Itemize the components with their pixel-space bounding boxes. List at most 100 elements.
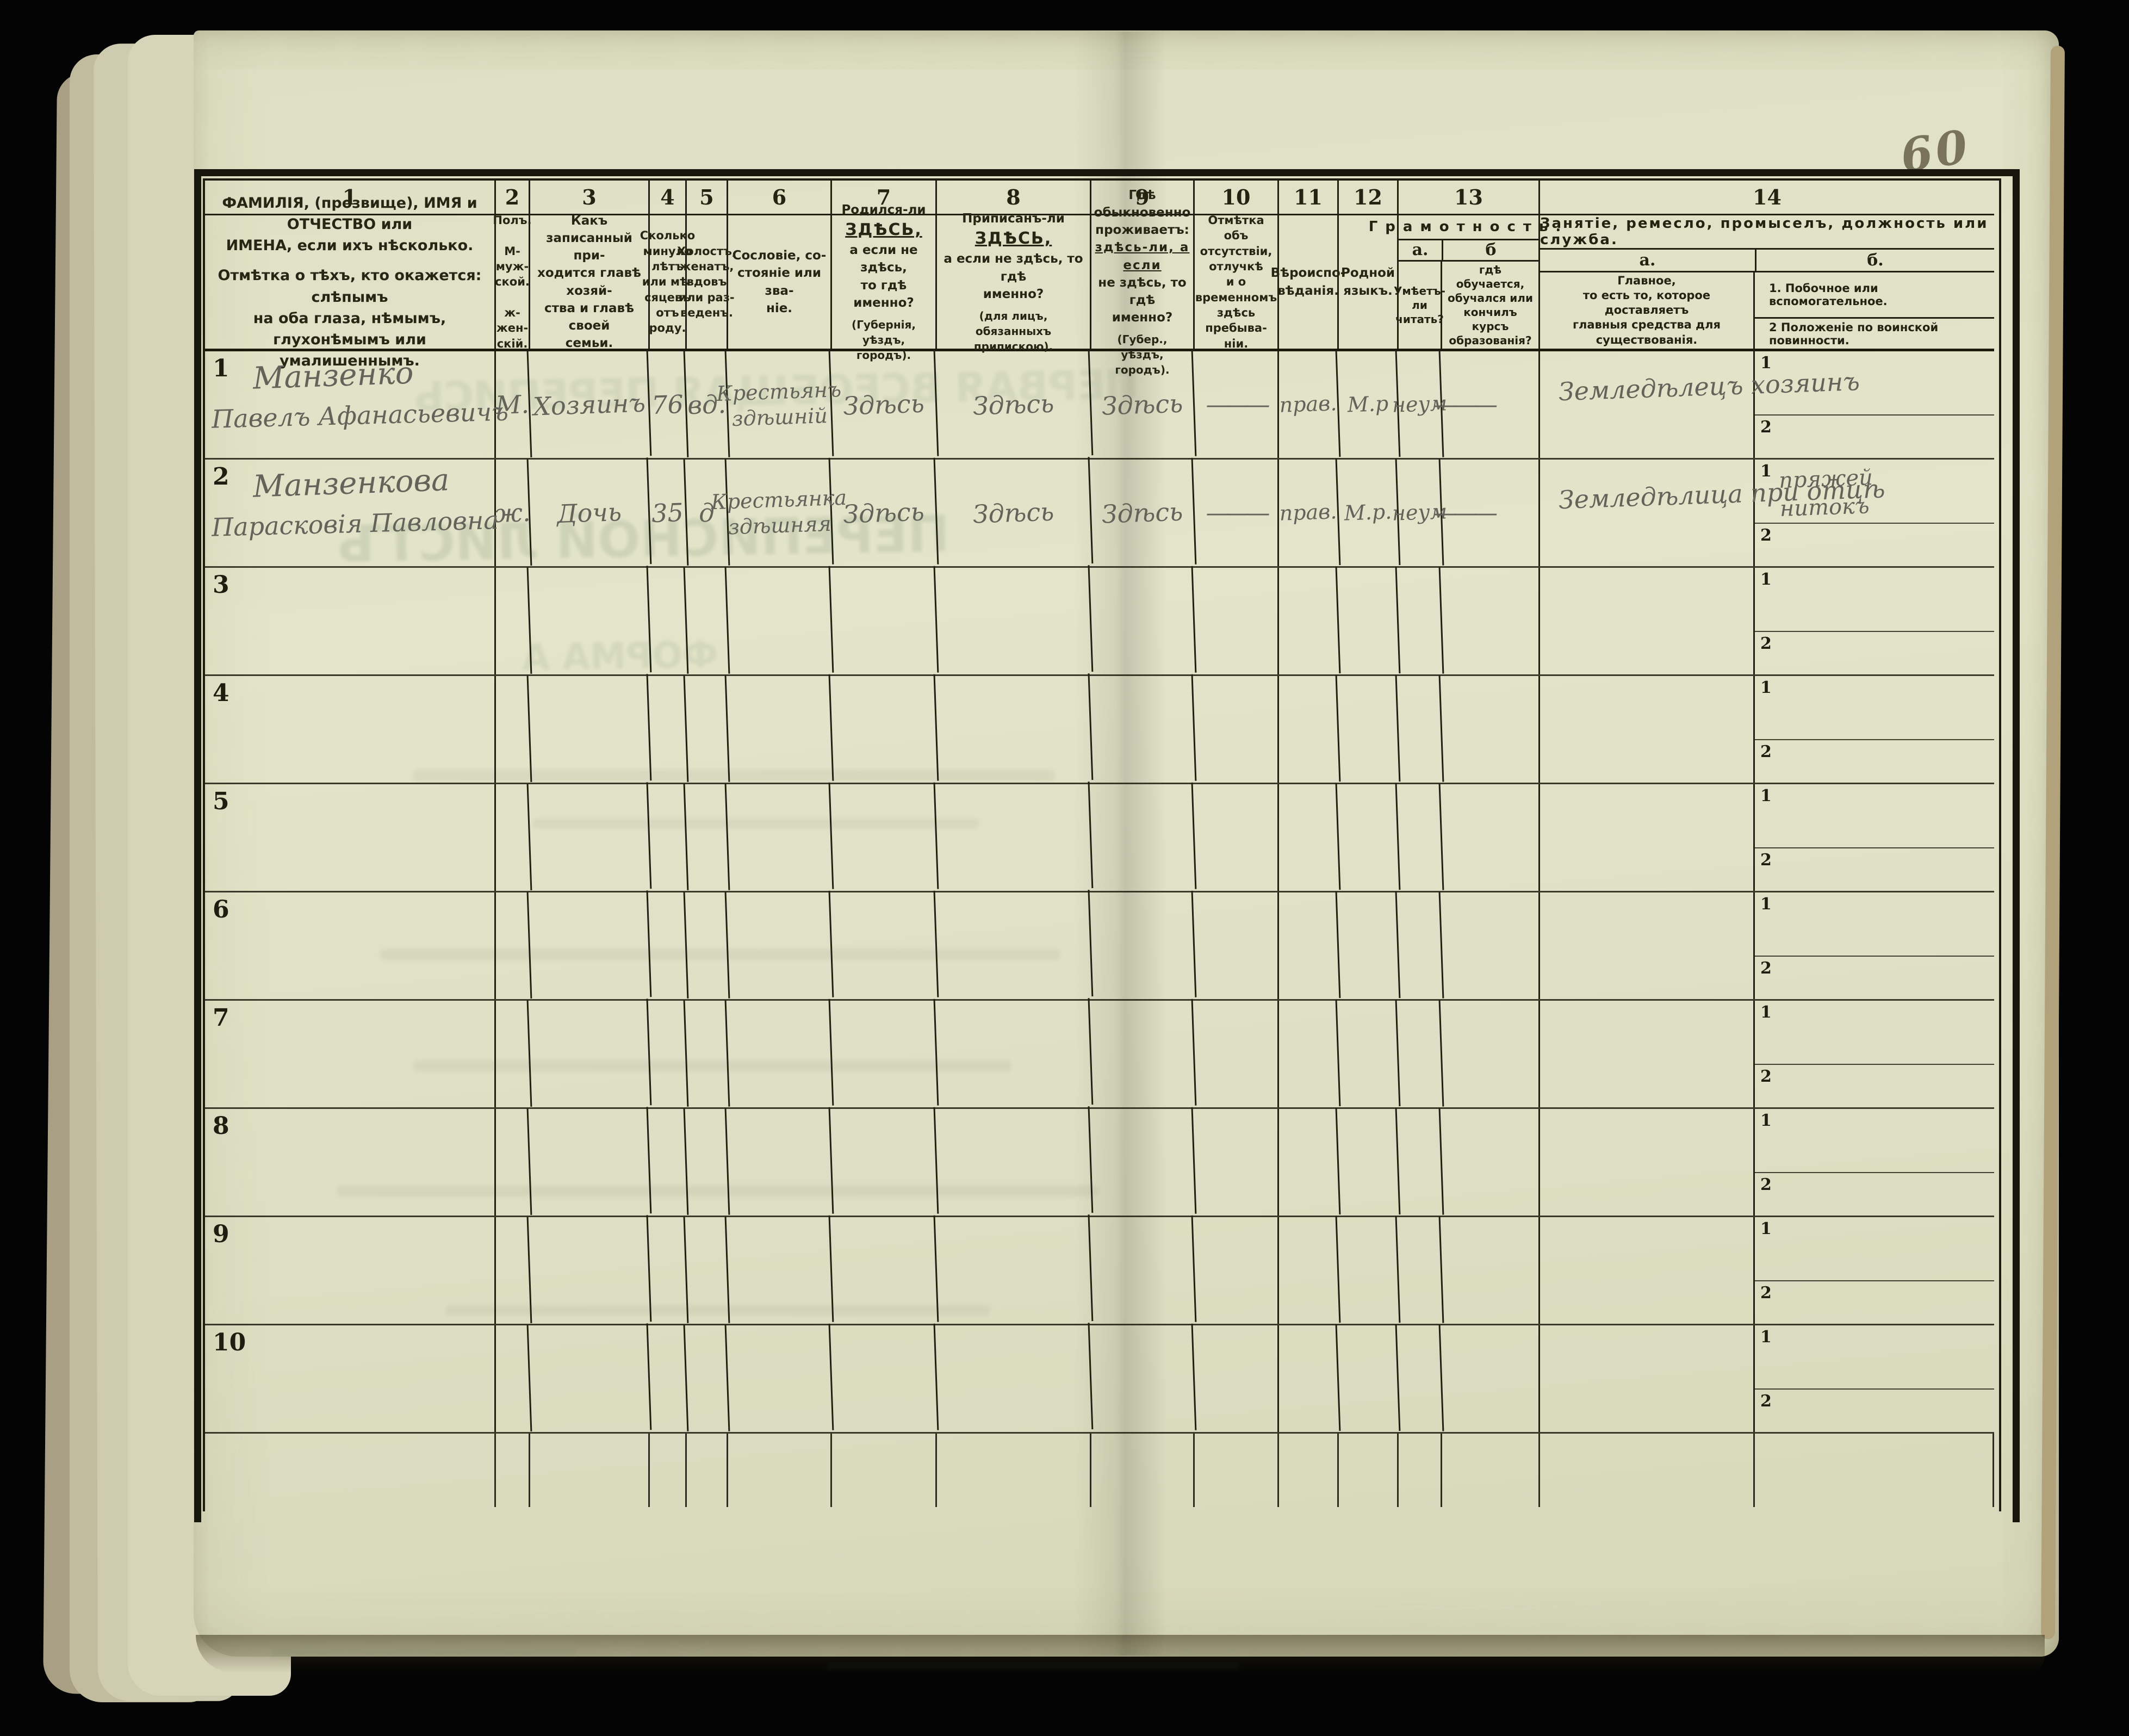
occupation-side-sub2: 2 xyxy=(1755,1281,1994,1324)
name-cell: 8 xyxy=(205,1109,496,1216)
printed-sub-number-1: 1 xyxy=(1760,462,1772,481)
header-occupation-group: Занятіе, ремесло, промыселъ, должность и… xyxy=(1540,215,1994,349)
col-number-9: 9 xyxy=(1091,181,1195,214)
occupation-side-handwritten-1 xyxy=(1778,1331,1780,1388)
header-literacy-group: Грамотность. а. б Умѣетъ- ли читать? гдѣ… xyxy=(1369,215,1561,349)
ghost-smudge xyxy=(446,1305,990,1315)
col-number-12: 12 xyxy=(1339,181,1399,214)
occupation-main-cell xyxy=(1540,1325,1755,1432)
row-number: 10 xyxy=(213,1329,246,1356)
occupation-main-cell xyxy=(1540,1217,1755,1324)
occupation-side-cell: 1 2 xyxy=(1755,1001,1994,1107)
header-name-note: Отмѣтка о тѣхъ, кто окажется: слѣпымъ на… xyxy=(218,267,482,369)
name-cell: 6 xyxy=(205,892,496,999)
occupation-main-handwritten xyxy=(1559,908,1753,914)
col-number-3: 3 xyxy=(530,181,650,214)
absence-cell xyxy=(1195,784,1279,891)
estate-cell xyxy=(726,566,834,677)
language-cell xyxy=(1337,1000,1401,1108)
age-cell xyxy=(648,567,689,675)
occupation-main-handwritten: Земледѣлецъ хозяинъ xyxy=(1558,366,1860,407)
occupation-main-handwritten xyxy=(1559,691,1753,698)
header-residence: Гдѣ обыкновенно проживаетъ: здѣсь-ли, а … xyxy=(1091,188,1195,376)
literacy-cell xyxy=(1396,675,1444,784)
absence-cell xyxy=(1195,676,1279,783)
given-name-handwritten xyxy=(212,1117,494,1125)
language-cell xyxy=(1337,783,1401,892)
education-dash: ——— xyxy=(1433,499,1498,527)
occupation-side-handwritten-1: пряжей нитокъ xyxy=(1778,465,1873,522)
header-registration-text: Приписанъ-ли ЗДѢСЬ, а если не здѣсь, то … xyxy=(944,212,1083,301)
printed-sub-number-2: 2 xyxy=(1760,742,1772,761)
occupation-main-cell: Земледѣлецъ хозяинъ xyxy=(1540,351,1860,458)
header-occupation-letter-b: б. xyxy=(1867,250,1884,270)
estate-cell xyxy=(726,890,834,1001)
absence-cell: ——— xyxy=(1195,460,1279,566)
header-literacy-desc: Умѣетъ- ли читать? гдѣ обучается, обучал… xyxy=(1394,262,1538,349)
header-occupation-desc: Главное, то есть то, которое доставляетъ… xyxy=(1540,272,1994,349)
sex-cell xyxy=(494,891,532,1000)
estate-cell xyxy=(726,674,834,785)
census-table: 1 2 3 4 5 6 7 8 9 10 11 12 13 14 ФАМИЛІЯ… xyxy=(205,181,1994,1507)
occupation-main-cell xyxy=(1540,892,1755,999)
printed-sub-number-2: 2 xyxy=(1760,958,1772,978)
relation-cell: Дочь xyxy=(528,457,652,568)
occupation-side-cell: 1 2 xyxy=(1755,784,1994,891)
registration-cell xyxy=(935,1323,1094,1435)
occupation-side-handwritten-2 xyxy=(1779,1070,1780,1107)
residence-cell xyxy=(1089,782,1197,893)
occupation-side-handwritten-2 xyxy=(1779,529,1780,566)
col-number-13: 13 xyxy=(1399,181,1540,214)
printed-sub-number-1: 1 xyxy=(1760,1003,1772,1022)
occupation-side-handwritten-2 xyxy=(1779,962,1780,999)
occupation-side-handwritten-1 xyxy=(1778,1114,1780,1172)
residence-cell: Здѣсь xyxy=(1089,457,1197,568)
printed-sub-number-1: 1 xyxy=(1760,786,1772,805)
printed-sub-number-1: 1 xyxy=(1760,895,1772,914)
col-number-5: 5 xyxy=(687,181,728,214)
col-number-1: 1 xyxy=(205,181,496,214)
surname-handwritten: Манзенко xyxy=(252,355,414,396)
religion-cell xyxy=(1277,891,1341,1000)
row-number: 2 xyxy=(213,463,229,491)
occupation-side-sub1: 1 xyxy=(1755,892,1994,957)
table-row: 6 1 2 xyxy=(205,890,1994,1002)
occupation-main-handwritten xyxy=(1559,1124,1753,1131)
sex-cell xyxy=(494,1000,532,1108)
row-number: 3 xyxy=(213,571,229,599)
literacy-cell xyxy=(1396,783,1444,892)
header-registration: Приписанъ-ли ЗДѢСЬ, а если не здѣсь, то … xyxy=(937,212,1091,353)
occupation-main-cell xyxy=(1540,676,1755,783)
name-cell: 7 xyxy=(205,1001,496,1107)
residence-cell: Здѣсь xyxy=(1089,349,1197,460)
surname-handwritten xyxy=(253,1110,494,1118)
occupation-main-cell xyxy=(1540,1001,1755,1107)
birthplace-cell xyxy=(830,782,939,893)
occupation-side-cell: 1 2 xyxy=(1755,892,1994,999)
birthplace-cell: Здѣсь xyxy=(830,349,939,460)
sex-cell xyxy=(494,783,532,892)
relation-cell xyxy=(528,782,652,893)
estate-cell: Крестьянъ здѣшній xyxy=(716,349,842,460)
occupation-side-sub1: 1 xyxy=(1755,676,1994,740)
language-cell xyxy=(1337,1108,1401,1217)
name-cell: 3 xyxy=(205,568,496,674)
occupation-side-cell: 1 2 xyxy=(1755,1325,1994,1432)
occupation-side-cell: 1 2 xyxy=(1755,1109,1994,1216)
education-cell: ——— xyxy=(1433,351,1540,458)
table-row: 5 1 2 xyxy=(205,782,1994,894)
residence-cell xyxy=(1089,1323,1197,1434)
table-header-row: ФАМИЛІЯ, (прозвище), ИМЯ и ОТЧЕСТВО или … xyxy=(205,188,1994,376)
occupation-side-sub1: 1 xyxy=(1755,784,1994,848)
occupation-side-handwritten-1 xyxy=(1778,1223,1780,1280)
surname-handwritten xyxy=(253,1218,494,1226)
language-cell xyxy=(1337,675,1401,784)
age-cell xyxy=(648,1108,689,1217)
header-literacy-letter-a: а. xyxy=(1399,240,1444,260)
census-form-page xyxy=(194,30,2059,1657)
header-language: Родной языкъ. xyxy=(1339,215,1399,349)
relation-cell xyxy=(528,890,652,1001)
ghost-smudge xyxy=(381,949,1060,960)
occupation-side-handwritten-2 xyxy=(1779,746,1780,783)
occupation-side-handwritten-2 xyxy=(1779,421,1780,458)
